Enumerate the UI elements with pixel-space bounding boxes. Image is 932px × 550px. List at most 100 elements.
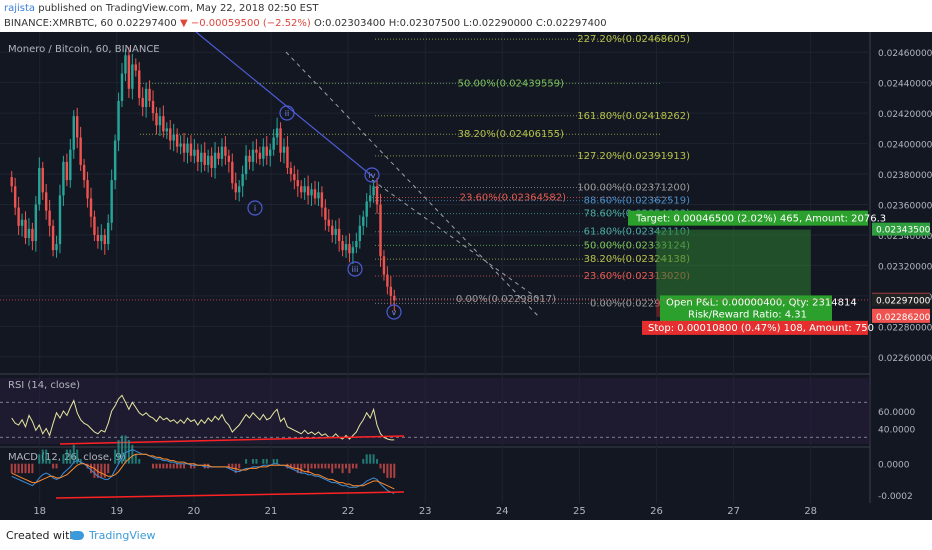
- target-label-box: [628, 210, 868, 226]
- candle-body: [306, 186, 310, 196]
- price-chart[interactable]: 227.20%(0.02468605) 50.00%(0.02439559) 161…: [0, 32, 932, 520]
- candle-body: [282, 146, 286, 153]
- down-arrow-icon: ▼: [179, 18, 188, 29]
- candle-body: [72, 116, 75, 150]
- date-tick: 25: [573, 506, 586, 517]
- candle-body: [237, 186, 241, 193]
- date-tick: 27: [727, 506, 740, 517]
- rsi-band: [0, 378, 870, 444]
- candle-body: [234, 183, 237, 193]
- date-tick: 19: [110, 506, 123, 517]
- fib-label: 0.00%(0.02298017): [456, 294, 556, 305]
- stop-label-box: [642, 320, 868, 335]
- candle-body: [327, 219, 331, 226]
- candle-body: [365, 201, 368, 217]
- candle-body: [100, 234, 103, 242]
- price-tick: 0.02340000: [878, 232, 932, 242]
- price-tick: 0.02440000: [878, 80, 932, 90]
- publish-info: published on TradingView.com, May 22, 20…: [38, 3, 319, 14]
- price-tick: 0.02400000: [878, 141, 932, 151]
- macd-tick: 0.0000: [878, 461, 910, 471]
- candle-body: [351, 247, 355, 254]
- symbol-label: BINANCE:XMRBTC, 60: [4, 18, 114, 29]
- fib-label: 23.60%(0.02364582): [460, 193, 566, 204]
- fib-label: 0.00%(0.02295048): [590, 298, 690, 309]
- price-tag: [872, 309, 930, 323]
- candle-body: [189, 143, 193, 156]
- date-tick: 21: [265, 506, 278, 517]
- candle-body: [10, 177, 13, 187]
- macd-tick: -0.0002: [878, 492, 913, 502]
- candle-body: [58, 195, 62, 245]
- candle-body: [251, 149, 255, 162]
- candle-body: [179, 143, 182, 147]
- candle-body: [286, 146, 289, 168]
- created-with-label: Created with: [6, 529, 77, 542]
- wave-label: iv: [369, 171, 376, 180]
- price-tag-label: 0.02343500: [876, 226, 931, 236]
- candle-body: [341, 241, 344, 251]
- last-price: 0.02297400: [116, 18, 177, 29]
- price-tag-label: 0.02297000: [876, 296, 931, 306]
- candle-body: [55, 244, 58, 251]
- candle-body: [131, 64, 134, 89]
- candle-body: [148, 88, 151, 101]
- price-tick: 0.02380000: [878, 171, 932, 181]
- fib-label: 23.60%(0.02313020): [584, 271, 690, 282]
- rsi-tick: 40.0000: [878, 426, 915, 436]
- candle-body: [117, 100, 120, 141]
- target-label: Target: 0.00046500 (2.02%) 465, Amount: …: [635, 214, 886, 225]
- candle-body: [155, 113, 158, 126]
- candle-body: [20, 219, 24, 226]
- wave-circle: [364, 167, 380, 183]
- candle-body: [38, 167, 41, 205]
- author-link[interactable]: rajista: [4, 3, 36, 14]
- candle-body: [172, 134, 175, 141]
- candle-body: [293, 174, 296, 181]
- candle-body: [275, 128, 279, 138]
- macd-trendline: [55, 491, 405, 499]
- candle-body: [162, 116, 165, 132]
- wave-label: ii: [285, 109, 289, 118]
- candle-body: [227, 155, 231, 162]
- candle-body: [386, 274, 389, 287]
- candle-body: [258, 152, 262, 159]
- fib-label: 38.20%(0.02406155): [458, 129, 564, 140]
- open-pl-label: Open P&L: 0.00000400, Qty: 2314814: [666, 297, 857, 308]
- candle-body: [241, 174, 244, 187]
- fib-label: 100.00%(0.02371200): [577, 182, 690, 193]
- chart-header: rajista published on TradingView.com, Ma…: [0, 0, 932, 32]
- price-tick: 0.02460000: [878, 49, 932, 59]
- candle-body: [17, 207, 20, 226]
- tradingview-link[interactable]: TradingView: [70, 529, 155, 542]
- fib-label: 38.20%(0.02324138): [584, 254, 690, 265]
- candle-body: [79, 137, 82, 165]
- price-tick: 0.02420000: [878, 110, 932, 120]
- rsi-tick: 60.0000: [878, 408, 915, 418]
- candle-body: [65, 161, 69, 181]
- candle-body: [317, 192, 320, 199]
- candle-body: [200, 152, 203, 162]
- candle-body: [31, 228, 34, 242]
- open-label: O:: [314, 18, 326, 29]
- candle-body: [141, 97, 144, 108]
- close-label: C:: [535, 18, 547, 29]
- open-pl-box: [660, 295, 832, 322]
- high-label: H:: [388, 18, 400, 29]
- candle-body: [248, 155, 251, 162]
- date-tick: 24: [496, 506, 509, 517]
- rsi-title: RSI (14, close): [8, 380, 80, 391]
- price-tick: 0.02260000: [878, 354, 932, 364]
- candle-body: [334, 228, 337, 235]
- date-tick: 23: [419, 506, 432, 517]
- candle-body: [103, 234, 106, 245]
- candle-body: [368, 195, 372, 202]
- candle-body: [51, 225, 55, 251]
- candle-body: [24, 219, 27, 238]
- tradingview-brand: TradingView: [89, 529, 156, 542]
- fib-label: 61.80%(0.02342110): [584, 227, 690, 238]
- candle-body: [393, 295, 396, 301]
- candle-body: [337, 228, 341, 242]
- candle-body: [313, 189, 317, 199]
- candle-body: [175, 134, 179, 147]
